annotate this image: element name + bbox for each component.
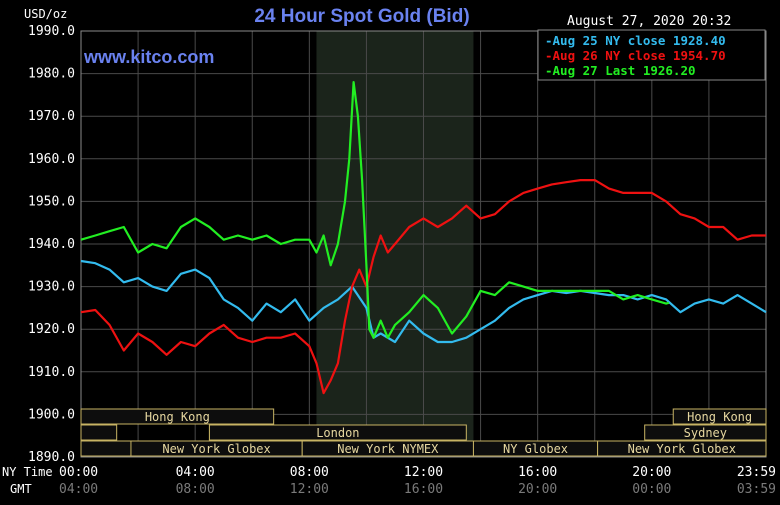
axes: 1990.0 1980.0 1970.0 1960.0 1950.0 1940.0 1930… — [28, 24, 776, 497]
session-box — [644, 424, 767, 441]
grid — [80, 30, 767, 458]
y-tick-label: 1940.0 — [28, 237, 75, 252]
session-box — [672, 408, 767, 425]
legend-entry-2: -Aug 26 NY close 1954.70 — [545, 48, 726, 63]
y-tick-label: 1890.0 — [28, 450, 75, 465]
legend-box — [537, 29, 766, 81]
session-label: Hong Kong — [687, 410, 752, 424]
series-line-1 — [80, 259, 767, 344]
x-tick-label-ny: 08:00 — [290, 465, 329, 480]
session-label: London — [316, 426, 359, 440]
x-tick-label-gmt: 12:00 — [290, 482, 329, 497]
x-tick-label-gmt: 16:00 — [404, 482, 443, 497]
y-tick-label: 1910.0 — [28, 365, 75, 380]
x-tick-label-gmt: 08:00 — [176, 482, 215, 497]
x-tick-label-ny: 16:00 — [518, 465, 557, 480]
y-tick-label: 1990.0 — [28, 24, 75, 39]
session-label: NY Globex — [503, 442, 568, 456]
legend-entry-3: -Aug 27 Last 1926.20 — [545, 63, 696, 78]
x-tick-label-ny: 23:59 — [737, 465, 776, 480]
x-tick-label-ny: 12:00 — [404, 465, 443, 480]
y-tick-label: 1920.0 — [28, 322, 75, 337]
plot-border — [80, 30, 767, 458]
x-tick-label-ny: 20:00 — [632, 465, 671, 480]
y-tick-label: 1970.0 — [28, 109, 75, 124]
y-unit-label: USD/oz — [24, 7, 67, 21]
session-label: Sydney — [684, 426, 727, 440]
session-label: New York NYMEX — [337, 442, 439, 456]
x-tick-label-gmt: 04:00 — [59, 482, 98, 497]
session-box — [208, 424, 467, 441]
x-tick-label-gmt: 03:59 — [737, 482, 776, 497]
legend: -Aug 25 NY close 1928.40-Aug 26 NY close… — [537, 29, 766, 81]
series-line-3 — [80, 81, 670, 339]
session-box — [597, 440, 767, 457]
x-label-gmt: GMT — [10, 482, 32, 496]
session-label: Hong Kong — [145, 410, 210, 424]
session-label: New York Globex — [628, 442, 736, 456]
x-tick-label-ny: 00:00 — [59, 465, 98, 480]
session-box — [80, 408, 275, 425]
legend-entry-1: -Aug 25 NY close 1928.40 — [545, 33, 726, 48]
watermark-url: www.kitco.com — [83, 47, 214, 67]
y-tick-label: 1900.0 — [28, 407, 75, 422]
trading-sessions: Hong Kong London New York Globex New York N… — [80, 408, 767, 457]
timestamp: August 27, 2020 20:32 — [567, 14, 731, 29]
series-lines — [80, 81, 767, 395]
y-tick-label: 1960.0 — [28, 152, 75, 167]
x-label-ny: NY Time — [2, 465, 53, 479]
y-tick-label: 1950.0 — [28, 194, 75, 209]
y-tick-label: 1980.0 — [28, 67, 75, 82]
series-line-2 — [80, 179, 766, 395]
x-tick-label-gmt: 00:00 — [632, 482, 671, 497]
session-box — [80, 424, 118, 441]
x-tick-label-gmt: 20:00 — [518, 482, 557, 497]
session-label: New York Globex — [162, 442, 270, 456]
x-tick-label-ny: 04:00 — [176, 465, 215, 480]
chart-title: 24 Hour Spot Gold (Bid) — [254, 6, 469, 27]
y-tick-label: 1930.0 — [28, 280, 75, 295]
